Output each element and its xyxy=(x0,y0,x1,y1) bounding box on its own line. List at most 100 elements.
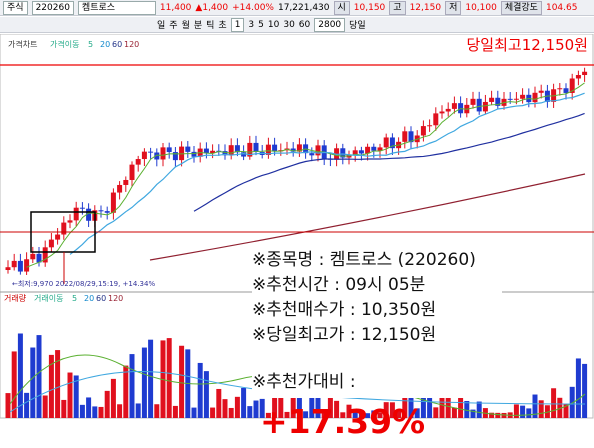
moving-average xyxy=(193,112,585,212)
period-button[interactable]: 일 xyxy=(157,21,166,31)
candle-body xyxy=(476,98,482,112)
ma-legend: 가격이동 xyxy=(50,39,79,49)
volume-bar xyxy=(402,393,408,418)
info-line: ※종목명 : 켐트로스 (220260) xyxy=(252,250,476,270)
candle-body xyxy=(470,98,476,105)
period-button[interactable]: 주 xyxy=(169,21,178,31)
candle-body xyxy=(557,88,563,90)
unit-input[interactable]: 1 xyxy=(230,17,245,32)
volume-bar xyxy=(470,409,476,418)
candle-body xyxy=(98,210,104,212)
volume-bar xyxy=(98,406,104,418)
candle-body xyxy=(352,150,358,155)
volume-bar xyxy=(197,362,203,418)
candle-body xyxy=(408,131,414,143)
candle-body xyxy=(489,97,495,102)
candle-body xyxy=(11,260,17,268)
candle-body xyxy=(482,101,488,112)
volume-bar xyxy=(117,404,123,418)
volume-bar xyxy=(67,372,73,418)
ma-period: 120 xyxy=(124,40,139,49)
candle-body xyxy=(451,103,457,109)
price: 11,400 xyxy=(159,2,192,13)
volume-bar xyxy=(365,413,371,418)
market[interactable]: 주식 xyxy=(3,0,28,15)
candle-body xyxy=(203,148,209,154)
volume-bar xyxy=(278,393,284,418)
candle-body xyxy=(42,247,48,263)
volume-bar xyxy=(420,388,426,418)
volume-bar xyxy=(371,410,377,418)
volume-ma-period: 60 xyxy=(96,294,106,303)
volume-bar xyxy=(259,398,265,418)
volume-bar xyxy=(383,402,389,418)
minute-button[interactable]: 3 xyxy=(248,19,255,30)
volume-ma-legend: 거래이동 xyxy=(34,293,63,303)
volume-bar xyxy=(358,414,364,418)
candle-body xyxy=(427,125,433,127)
volume-bar xyxy=(79,404,85,418)
moving-average xyxy=(149,173,586,261)
volume-bar xyxy=(210,407,216,418)
period-button[interactable]: 분 xyxy=(193,21,203,31)
candle-body xyxy=(290,148,296,152)
candle-body xyxy=(17,260,23,272)
volume-bar xyxy=(160,340,166,418)
volume-bar xyxy=(92,406,98,418)
volume-bar xyxy=(110,378,116,418)
volume-bar xyxy=(315,394,321,418)
volume-bar xyxy=(408,396,414,418)
strength: 104.65 xyxy=(545,2,578,13)
toolbar-1: 주식 220260 켐트로스 11,400 ▲1,400 +14.00% 17,… xyxy=(0,0,594,16)
volume-bar xyxy=(154,404,160,418)
volume-bar xyxy=(346,404,352,418)
volume-bar xyxy=(309,390,315,418)
volume-ma-period: 20 xyxy=(84,294,94,303)
candle-body xyxy=(117,184,123,193)
volume-bar xyxy=(389,402,395,418)
period-button[interactable]: 초 xyxy=(218,21,227,31)
stock-name[interactable]: 켐트로스 xyxy=(77,0,156,15)
candle-body xyxy=(315,145,321,156)
today-check[interactable]: 당일 xyxy=(349,21,366,31)
volume-bar xyxy=(253,400,259,418)
count-input[interactable]: 2800 xyxy=(314,17,346,32)
volume-bar xyxy=(17,333,23,418)
candle-body xyxy=(185,146,191,152)
candle-body xyxy=(513,98,519,100)
volume-bar xyxy=(36,335,42,418)
volume-bar xyxy=(24,392,30,418)
low-label: 저 xyxy=(445,0,462,15)
candle-body xyxy=(123,179,129,185)
period-button[interactable]: 월 xyxy=(181,21,190,31)
candle-body xyxy=(569,78,575,93)
candle-body xyxy=(445,108,451,112)
candle-body xyxy=(433,113,439,126)
candle-body xyxy=(253,142,259,152)
volume-bar xyxy=(563,403,569,418)
period-button[interactable]: 틱 xyxy=(206,21,215,31)
candle-body xyxy=(210,150,216,154)
candle-body xyxy=(172,152,178,161)
candle-body xyxy=(340,148,346,158)
open-label: 시 xyxy=(333,0,350,15)
candle-body xyxy=(191,151,197,157)
volume-bar xyxy=(414,408,420,418)
candle-body xyxy=(104,211,110,213)
minute-button[interactable]: 10 xyxy=(267,19,280,30)
candle-body xyxy=(148,151,154,153)
minute-button[interactable]: 30 xyxy=(283,19,295,30)
volume-bar xyxy=(179,345,185,418)
volume-bar xyxy=(222,399,228,418)
volume-bar xyxy=(396,410,402,418)
minute-button[interactable]: 60 xyxy=(298,19,311,30)
minute-button[interactable]: 5 xyxy=(258,19,264,30)
candle-body xyxy=(110,192,116,213)
volume-bar xyxy=(216,388,222,418)
volume-bar xyxy=(513,404,519,418)
volume-bar xyxy=(327,395,333,418)
gain: +17.39% xyxy=(260,402,426,441)
volume-bar xyxy=(489,412,495,418)
moving-average xyxy=(26,82,585,268)
code[interactable]: 220260 xyxy=(31,0,74,15)
